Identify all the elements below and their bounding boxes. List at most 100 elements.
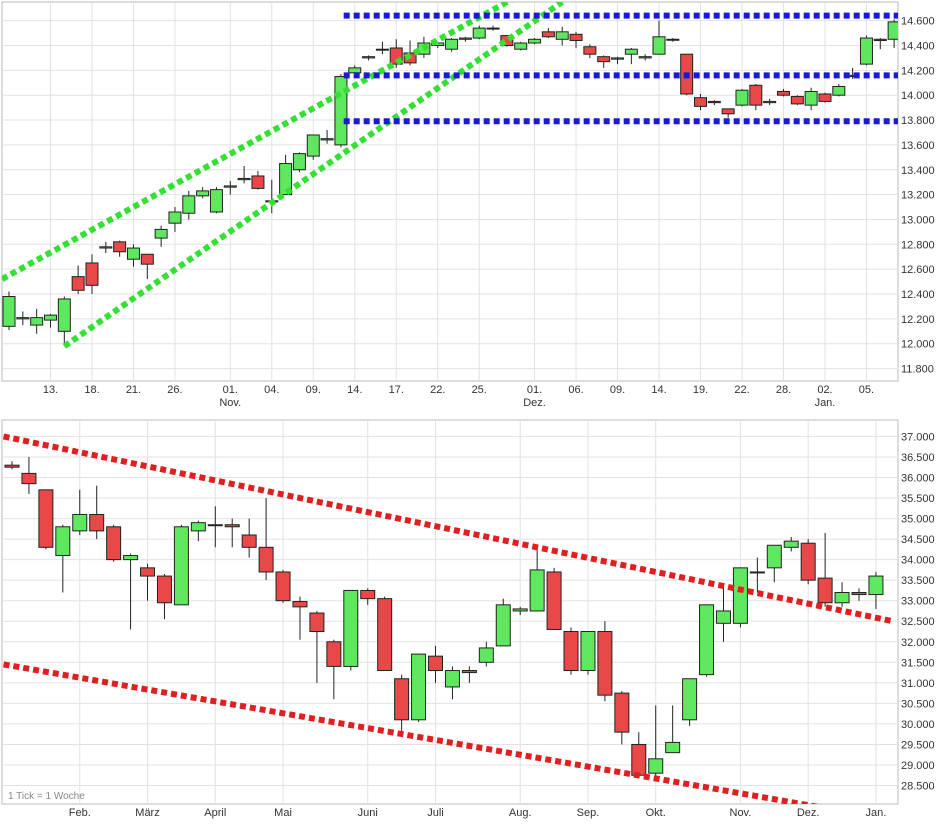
candle-up: [766, 544, 782, 569]
y-tick-label: 36.000: [901, 472, 935, 484]
candle-down: [583, 46, 597, 55]
candle-down: [597, 631, 613, 696]
plot-area: [1, 1, 899, 382]
y-tick-label: 30.000: [901, 719, 935, 731]
chart-panel-1: 11.80012.00012.20012.40012.60012.80013.0…: [1, 1, 935, 409]
x-tick-label: 05.: [859, 384, 874, 396]
x-tick-label: 09.: [306, 384, 321, 396]
candle-down: [546, 571, 562, 630]
candle-up: [292, 153, 306, 171]
candle-down: [38, 489, 54, 548]
candle-down: [790, 95, 804, 105]
candle-up: [495, 604, 511, 647]
candle-down: [4, 464, 20, 468]
candle-up: [196, 190, 210, 197]
candles-group: [2, 19, 898, 344]
y-tick-label: 31.500: [901, 657, 935, 669]
candle-up: [763, 100, 777, 104]
y-tick-label: 31.000: [901, 678, 935, 690]
y-tick-label: 14.000: [901, 90, 935, 102]
x-tick-label: 22.: [734, 384, 749, 396]
chart-panel-2: 28.500 29.000 29.500 30.000 30.500 31.000 31.5…: [1, 419, 935, 819]
candle-up: [624, 48, 638, 55]
candle-down: [800, 542, 816, 581]
candle-up: [458, 37, 472, 40]
candle-down: [360, 589, 376, 600]
x-tick-label: Mai: [274, 807, 292, 819]
candle-up: [804, 90, 818, 106]
month-label: Dez.: [523, 397, 546, 409]
candle-up: [887, 21, 898, 40]
candle-down: [873, 38, 887, 42]
candle-up: [190, 522, 206, 532]
candle-up: [30, 317, 44, 326]
candle-up: [512, 608, 528, 612]
y-tick-label: 33.000: [901, 596, 935, 608]
y-tick-label: 12.800: [901, 239, 935, 251]
candle-up: [486, 27, 500, 30]
candle-up: [472, 27, 486, 39]
candle-down: [326, 641, 342, 667]
candle-up: [783, 540, 799, 548]
candle-up: [832, 85, 846, 96]
x-tick-label: Sep.: [577, 807, 600, 819]
candle-down: [563, 631, 579, 672]
candle-up: [223, 185, 237, 188]
candle-down: [500, 35, 514, 46]
y-tick-label: 33.500: [901, 575, 935, 587]
candle-down: [156, 575, 172, 604]
candles-group: [4, 456, 884, 780]
candle-down: [461, 670, 477, 674]
candle-down: [541, 31, 555, 38]
candle-up: [334, 76, 348, 146]
y-tick-label: 37.000: [901, 431, 935, 443]
x-tick-label: 26.: [167, 384, 182, 396]
candle-down: [71, 276, 85, 291]
y-tick-label: 13.000: [901, 214, 935, 226]
x-tick-label: Okt.: [646, 807, 666, 819]
y-tick-label: 13.400: [901, 165, 935, 177]
candle-up: [348, 67, 362, 74]
candle-up: [237, 177, 251, 181]
x-tick-label: 14.: [347, 384, 362, 396]
candle-up: [55, 526, 71, 557]
candle-down: [106, 526, 122, 561]
candle-up: [43, 314, 57, 321]
x-tick-label: März: [135, 807, 159, 819]
x-tick-label: 13.: [43, 384, 58, 396]
candle-down: [721, 108, 735, 115]
candle-down: [275, 571, 291, 602]
candle-down: [394, 678, 410, 721]
candle-down: [89, 513, 105, 532]
candle-down: [631, 743, 647, 776]
x-tick-label: Aug.: [509, 807, 532, 819]
x-tick-label: Nov.: [730, 807, 752, 819]
candle-up: [665, 741, 681, 754]
y-tick-label: 14.600: [901, 16, 935, 28]
x-tick-label: 28.: [776, 384, 791, 396]
candle-up: [173, 526, 189, 606]
candle-down: [377, 598, 393, 672]
candle-up: [16, 317, 30, 320]
candle-down: [428, 655, 443, 672]
y-tick-label: 14.400: [901, 40, 935, 52]
red-channel-line: [2, 433, 894, 625]
y-tick-label: 30.500: [901, 698, 935, 710]
candle-up: [682, 678, 698, 721]
x-tick-label: 14.: [651, 384, 666, 396]
candle-down: [597, 56, 611, 63]
x-tick-label: 01.: [223, 384, 238, 396]
candle-up: [648, 758, 664, 774]
candle-down: [817, 577, 833, 604]
candle-up: [611, 57, 625, 60]
x-tick-label: Jan.: [866, 807, 887, 819]
candle-up: [279, 163, 293, 196]
candle-down: [258, 546, 274, 573]
candle-up: [666, 38, 680, 41]
candle-up: [529, 569, 545, 612]
x-tick-label: 01.: [527, 384, 542, 396]
candle-up: [478, 647, 494, 663]
x-tick-label: 19.: [693, 384, 708, 396]
candle-up: [528, 38, 542, 44]
